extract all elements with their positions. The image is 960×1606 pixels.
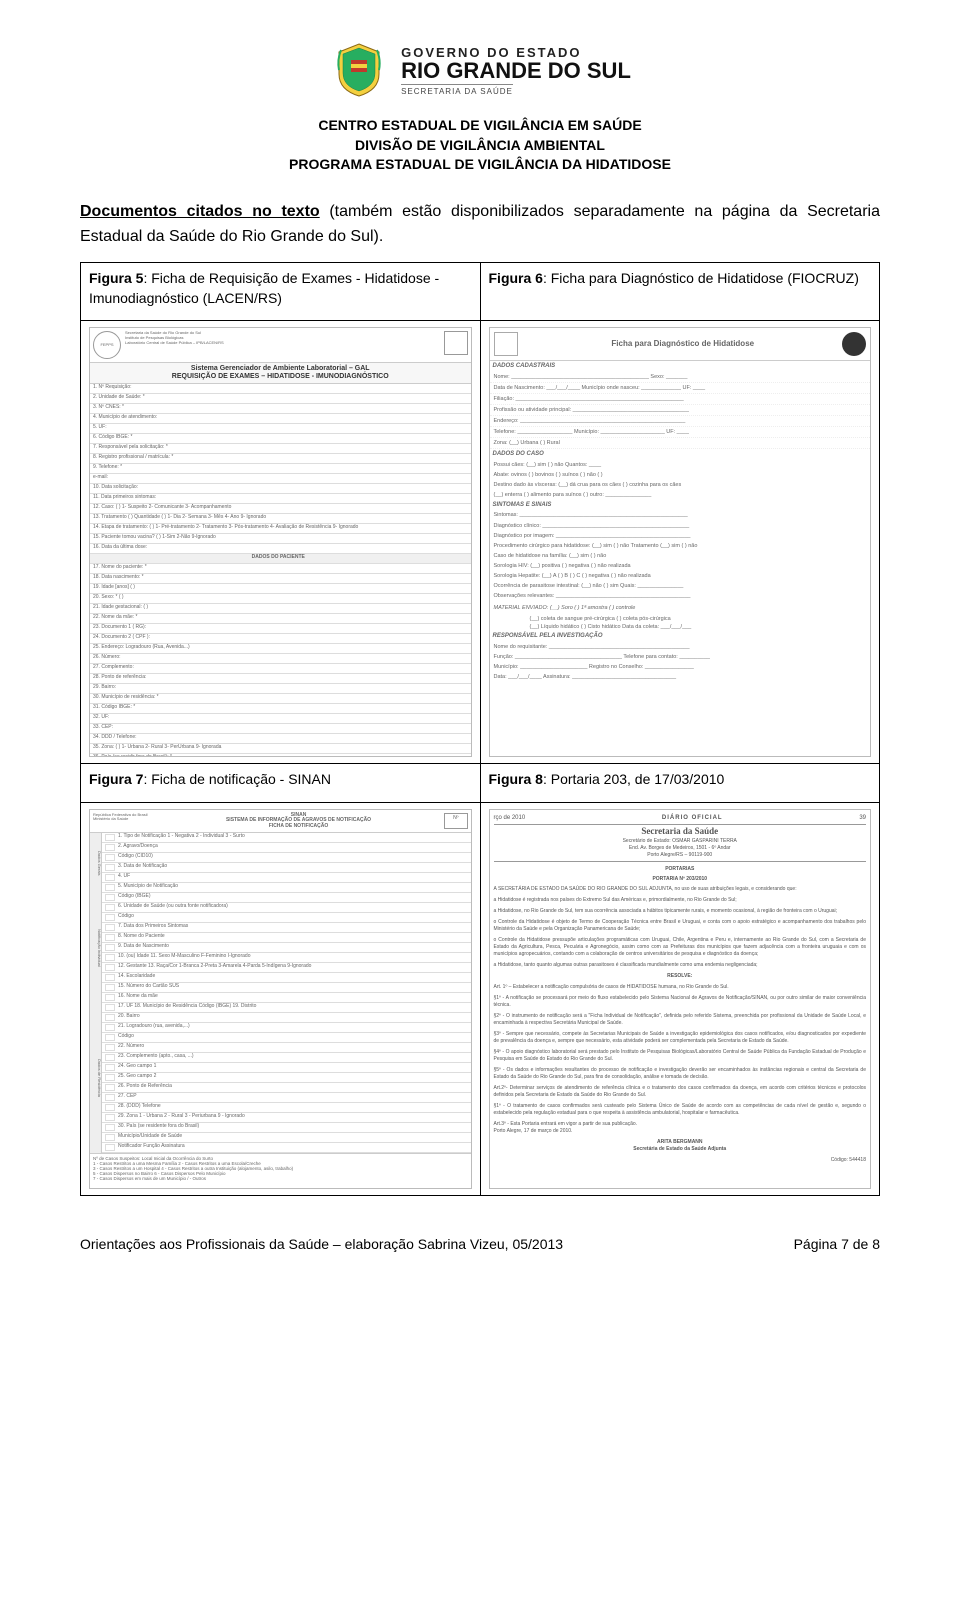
- cell-fig8-doc: rço de 2010 DIÁRIO OFICIAL39Secretaria d…: [480, 802, 880, 1195]
- state-header: GOVERNO DO ESTADO RIO GRANDE DO SUL SECR…: [80, 40, 880, 100]
- cell-fig7-form: República Federativa do Brasil Ministéri…: [81, 802, 481, 1195]
- intro-paragraph: Documentos citados no texto (também estã…: [80, 199, 880, 250]
- cell-fig7: Figura 7: Ficha de notificação - SINAN: [81, 764, 481, 803]
- center-line2: DIVISÃO DE VIGILÂNCIA AMBIENTAL: [80, 136, 880, 156]
- gov-line3: SECRETARIA DA SAÚDE: [401, 84, 513, 96]
- footer-left: Orientações aos Profissionais da Saúde –…: [80, 1236, 563, 1252]
- fig7-form-thumb: República Federativa do Brasil Ministéri…: [89, 809, 472, 1189]
- coat-of-arms-icon: [329, 40, 389, 100]
- fig5-form-thumb: FEPPSSecretaria da Saúde do Rio Grande d…: [89, 327, 472, 757]
- cell-fig6-form: Ficha para Diagnóstico de HidatidoseDADO…: [480, 321, 880, 764]
- gov-line2: RIO GRANDE DO SUL: [401, 60, 631, 82]
- fig7-caption: Figura 7: Ficha de notificação - SINAN: [89, 770, 472, 790]
- fig8-caption: Figura 8: Portaria 203, de 17/03/2010: [489, 770, 872, 790]
- fig6-form-thumb: Ficha para Diagnóstico de HidatidoseDADO…: [489, 327, 872, 757]
- page-footer: Orientações aos Profissionais da Saúde –…: [80, 1236, 880, 1252]
- cell-fig5: Figura 5: Ficha de Requisição de Exames …: [81, 262, 481, 320]
- fig5-caption: Figura 5: Ficha de Requisição de Exames …: [89, 269, 472, 308]
- intro-lead: Documentos citados no texto: [80, 203, 320, 220]
- cell-fig8: Figura 8: Portaria 203, de 17/03/2010: [480, 764, 880, 803]
- center-line3: PROGRAMA ESTADUAL DE VIGILÂNCIA DA HIDAT…: [80, 155, 880, 175]
- footer-right: Página 7 de 8: [794, 1236, 880, 1252]
- fig8-doc-thumb: rço de 2010 DIÁRIO OFICIAL39Secretaria d…: [489, 809, 872, 1189]
- cell-fig5-form: FEPPSSecretaria da Saúde do Rio Grande d…: [81, 321, 481, 764]
- figures-table: Figura 5: Ficha de Requisição de Exames …: [80, 262, 880, 1196]
- center-line1: CENTRO ESTADUAL DE VIGILÂNCIA EM SAÚDE: [80, 116, 880, 136]
- program-title-block: CENTRO ESTADUAL DE VIGILÂNCIA EM SAÚDE D…: [80, 116, 880, 175]
- cell-fig6: Figura 6: Ficha para Diagnóstico de Hida…: [480, 262, 880, 320]
- fig6-caption: Figura 6: Ficha para Diagnóstico de Hida…: [489, 269, 872, 289]
